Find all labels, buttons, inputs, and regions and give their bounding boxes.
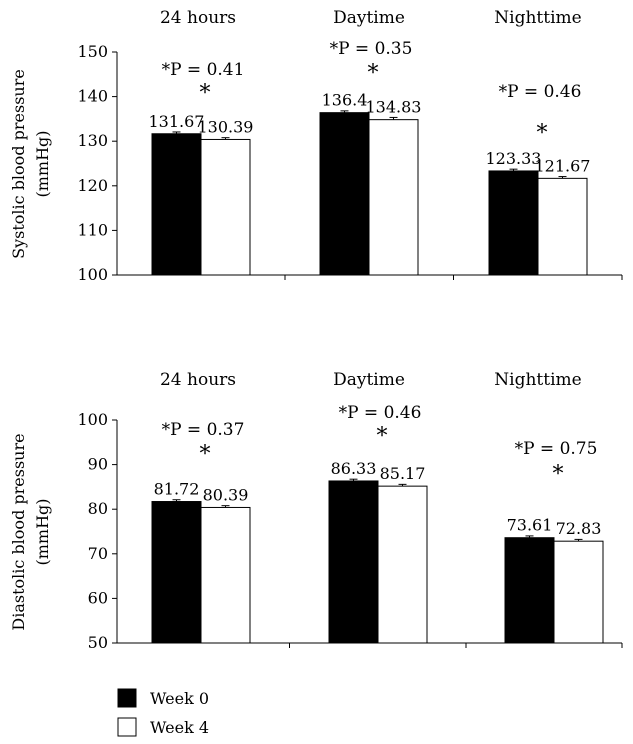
data-label: 85.17 (380, 464, 426, 483)
data-label: 81.72 (154, 480, 200, 499)
data-label: 121.67 (535, 156, 591, 175)
group-label: Daytime (333, 8, 405, 28)
y-tick-label: 150 (77, 42, 108, 61)
bar (488, 170, 539, 276)
data-label: 134.83 (366, 98, 422, 117)
significance-label: *P = 0.41 (162, 60, 245, 80)
data-label: 73.61 (507, 516, 553, 535)
bar (377, 485, 428, 644)
y-tick-label: 110 (77, 220, 108, 239)
y-tick-label: 80 (88, 499, 108, 518)
y-tick-label: 50 (88, 633, 108, 652)
legend: Week 0 Week 4 (117, 688, 209, 737)
group-label: Nighttime (494, 370, 581, 390)
group-label: Nighttime (494, 8, 581, 28)
y-tick-label: 100 (77, 265, 108, 284)
significance-star: * (377, 424, 388, 449)
significance-star: * (200, 442, 211, 467)
y-tick-label: 130 (77, 131, 108, 150)
group-label: 24 hours (160, 370, 236, 390)
y-tick-label: 100 (77, 410, 108, 429)
y-axis-label: (mmHg) (33, 498, 52, 565)
bar (537, 177, 588, 276)
significance-label: *P = 0.46 (339, 403, 422, 423)
data-label: 136.4 (322, 91, 368, 110)
bar (504, 537, 555, 644)
data-label: 80.39 (203, 485, 249, 504)
legend-label: Week 0 (150, 689, 209, 708)
data-label: 123.33 (486, 149, 542, 168)
y-axis-label: (mmHg) (33, 130, 52, 197)
bar (200, 138, 251, 276)
y-tick-label: 140 (77, 87, 108, 106)
significance-star: * (368, 61, 379, 86)
y-tick-label: 60 (88, 588, 108, 607)
data-label: 130.39 (198, 117, 254, 136)
significance-label: *P = 0.46 (499, 82, 582, 102)
bar (368, 119, 419, 276)
y-tick-label: 120 (77, 176, 108, 195)
group-label: Daytime (333, 370, 405, 390)
data-label: 131.67 (149, 112, 205, 131)
bar (151, 501, 202, 644)
y-tick-label: 90 (88, 455, 108, 474)
significance-label: *P = 0.35 (330, 39, 413, 59)
bar (200, 506, 251, 644)
significance-label: *P = 0.37 (162, 420, 245, 440)
bar (151, 133, 202, 276)
y-axis-label: Diastolic blood pressure (9, 433, 28, 630)
data-label: 86.33 (331, 459, 377, 478)
data-label: 72.83 (556, 519, 602, 538)
systolic-chart: 24 hours Daytime Nighttime Systolic bloo… (9, 8, 623, 284)
bar (328, 480, 379, 644)
legend-swatch-week-4 (117, 717, 137, 737)
bar (553, 540, 604, 644)
legend-label: Week 4 (150, 718, 209, 737)
legend-swatch-week-0 (117, 688, 137, 708)
group-label: 24 hours (160, 8, 236, 28)
significance-star: * (200, 81, 211, 106)
y-tick-label: 70 (88, 544, 108, 563)
y-axis-label: Systolic blood pressure (9, 69, 28, 259)
bar (319, 112, 370, 276)
significance-label: *P = 0.75 (515, 439, 598, 459)
significance-star: * (553, 462, 564, 487)
significance-star: * (537, 121, 548, 146)
diastolic-chart: 24 hours Daytime Nighttime Diastolic blo… (9, 370, 623, 652)
